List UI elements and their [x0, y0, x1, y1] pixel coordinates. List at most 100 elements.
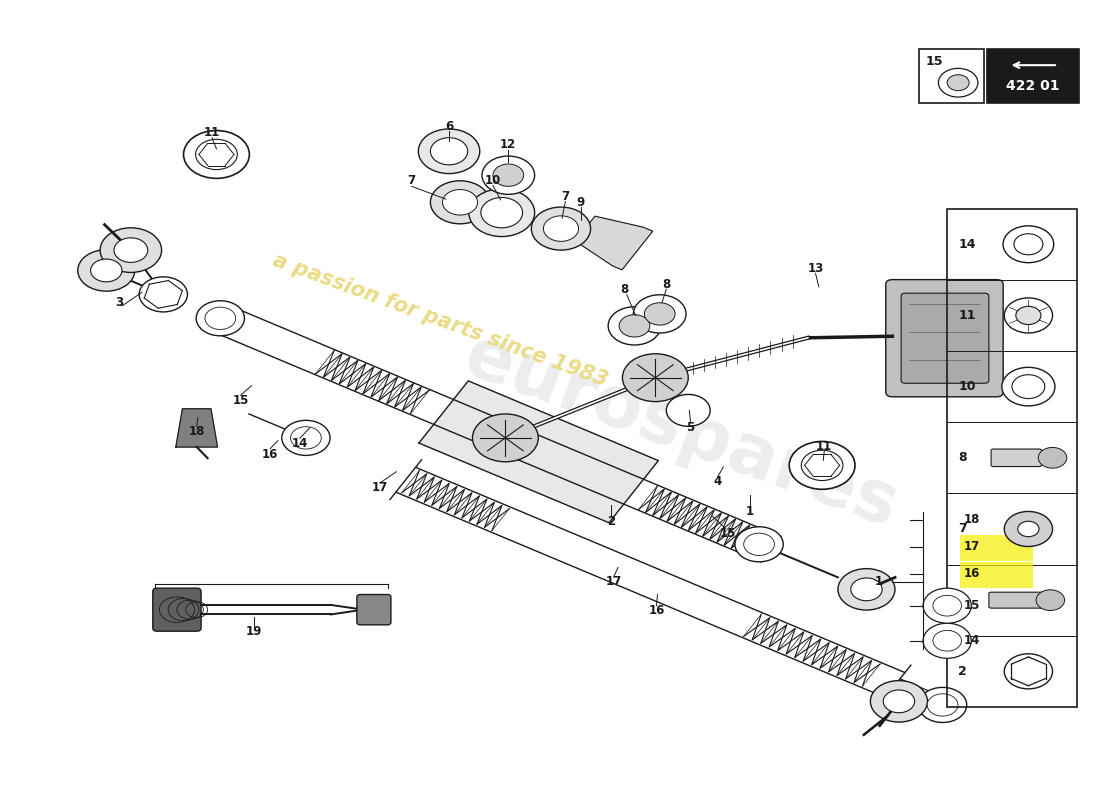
Text: 4: 4 [714, 475, 722, 488]
Text: 18: 18 [188, 426, 205, 438]
Circle shape [883, 690, 914, 713]
Text: 2: 2 [958, 665, 967, 678]
Circle shape [1002, 367, 1055, 406]
Circle shape [850, 578, 882, 601]
Polygon shape [575, 216, 652, 270]
Polygon shape [176, 409, 218, 447]
Circle shape [645, 302, 675, 325]
Text: 14: 14 [958, 238, 976, 250]
Text: 10: 10 [485, 174, 502, 187]
Circle shape [801, 450, 843, 481]
Circle shape [608, 306, 661, 345]
Circle shape [290, 426, 321, 449]
Text: 5: 5 [958, 594, 967, 606]
Text: 15: 15 [719, 527, 736, 541]
Text: 8: 8 [620, 283, 629, 297]
Text: 8: 8 [958, 451, 967, 464]
Text: 17: 17 [605, 575, 621, 588]
Circle shape [933, 595, 961, 616]
Text: a passion for parts since 1983: a passion for parts since 1983 [271, 250, 610, 390]
Text: eurospares: eurospares [455, 322, 909, 542]
Text: 16: 16 [648, 604, 664, 617]
Text: 16: 16 [964, 567, 980, 580]
Circle shape [418, 129, 480, 174]
Circle shape [196, 301, 244, 336]
Circle shape [947, 74, 969, 90]
Polygon shape [402, 470, 509, 530]
Text: 15: 15 [232, 394, 249, 406]
Text: 5: 5 [686, 422, 694, 434]
Circle shape [1014, 234, 1043, 254]
Polygon shape [744, 614, 880, 686]
Bar [918, 50, 984, 103]
Circle shape [1036, 590, 1065, 610]
Text: 14: 14 [964, 634, 980, 647]
Circle shape [1015, 306, 1041, 325]
Circle shape [918, 687, 967, 722]
Text: 19: 19 [245, 625, 262, 638]
Circle shape [1018, 522, 1040, 537]
Bar [947, 209, 1077, 707]
Text: 10: 10 [958, 380, 976, 393]
Circle shape [938, 68, 978, 97]
Circle shape [184, 130, 250, 178]
Circle shape [205, 307, 235, 330]
Circle shape [923, 623, 971, 658]
Text: 11: 11 [816, 440, 833, 453]
Circle shape [430, 138, 468, 165]
Circle shape [619, 314, 650, 337]
Text: 8: 8 [662, 278, 670, 291]
Text: 17: 17 [964, 540, 980, 553]
Circle shape [482, 156, 535, 194]
Circle shape [735, 526, 783, 562]
Text: 15: 15 [964, 599, 980, 612]
Polygon shape [316, 350, 429, 414]
Circle shape [473, 414, 538, 462]
Text: 6: 6 [444, 120, 453, 133]
Circle shape [1004, 511, 1053, 546]
Circle shape [543, 216, 579, 242]
Text: 422 01: 422 01 [1006, 79, 1059, 93]
Circle shape [1038, 447, 1067, 468]
Text: 14: 14 [292, 438, 308, 450]
Text: 11: 11 [204, 126, 220, 139]
FancyBboxPatch shape [989, 592, 1044, 608]
Text: 7: 7 [408, 174, 416, 187]
Circle shape [114, 238, 147, 262]
Circle shape [1012, 374, 1045, 398]
Text: 2: 2 [607, 514, 616, 528]
Circle shape [493, 164, 524, 186]
Bar [987, 50, 1079, 103]
Text: 17: 17 [372, 481, 388, 494]
Circle shape [442, 190, 477, 215]
Circle shape [927, 694, 958, 716]
Text: 7: 7 [958, 522, 967, 535]
Polygon shape [638, 486, 757, 551]
Text: 12: 12 [500, 138, 516, 151]
Text: 9: 9 [576, 196, 585, 209]
Circle shape [1003, 226, 1054, 262]
Text: 13: 13 [807, 262, 824, 275]
Circle shape [430, 181, 490, 224]
Circle shape [623, 354, 689, 402]
Circle shape [196, 139, 238, 170]
Text: 16: 16 [262, 448, 278, 461]
Text: 1: 1 [746, 505, 754, 518]
Circle shape [634, 294, 686, 333]
Text: 11: 11 [958, 309, 976, 322]
Text: 18: 18 [964, 513, 980, 526]
Circle shape [531, 207, 591, 250]
Polygon shape [419, 381, 658, 522]
Circle shape [923, 588, 971, 623]
FancyBboxPatch shape [153, 588, 201, 631]
Circle shape [100, 228, 162, 273]
FancyBboxPatch shape [901, 293, 989, 383]
Circle shape [78, 250, 135, 291]
FancyBboxPatch shape [991, 449, 1042, 466]
Circle shape [481, 198, 522, 228]
Text: 15: 15 [925, 55, 943, 69]
Bar [960, 534, 1033, 561]
Circle shape [667, 394, 711, 426]
Circle shape [469, 189, 535, 237]
Circle shape [838, 569, 895, 610]
